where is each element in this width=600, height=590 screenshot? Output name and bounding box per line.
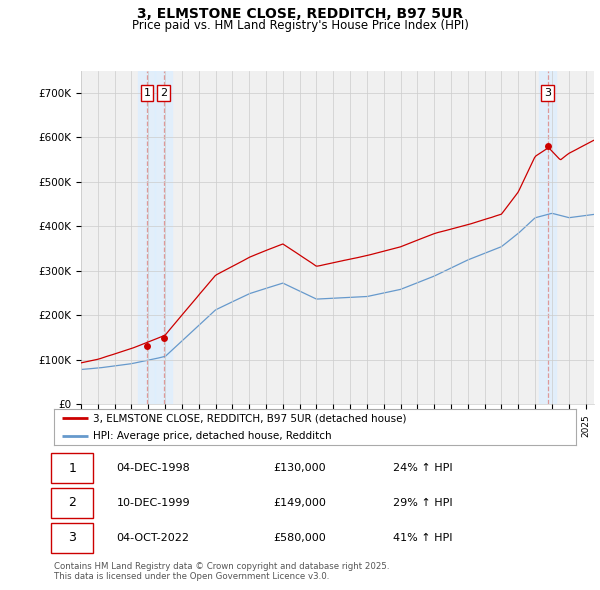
Text: 29% ↑ HPI: 29% ↑ HPI [394, 498, 453, 508]
Bar [539, 71, 556, 404]
Text: 1: 1 [68, 461, 76, 474]
FancyBboxPatch shape [52, 523, 93, 553]
Text: 1: 1 [143, 88, 151, 98]
Text: 3: 3 [68, 532, 76, 545]
Text: £149,000: £149,000 [273, 498, 326, 508]
Text: 04-DEC-1998: 04-DEC-1998 [116, 463, 190, 473]
Text: Price paid vs. HM Land Registry's House Price Index (HPI): Price paid vs. HM Land Registry's House … [131, 19, 469, 32]
Bar [155, 71, 172, 404]
Text: 04-OCT-2022: 04-OCT-2022 [116, 533, 190, 543]
Text: 2: 2 [68, 496, 76, 510]
FancyBboxPatch shape [52, 453, 93, 483]
Text: 3: 3 [544, 88, 551, 98]
Text: 2: 2 [160, 88, 167, 98]
Text: 3, ELMSTONE CLOSE, REDDITCH, B97 5UR: 3, ELMSTONE CLOSE, REDDITCH, B97 5UR [137, 7, 463, 21]
Text: Contains HM Land Registry data © Crown copyright and database right 2025.: Contains HM Land Registry data © Crown c… [54, 562, 389, 571]
Text: 3, ELMSTONE CLOSE, REDDITCH, B97 5UR (detached house): 3, ELMSTONE CLOSE, REDDITCH, B97 5UR (de… [93, 413, 407, 423]
Text: 10-DEC-1999: 10-DEC-1999 [116, 498, 190, 508]
Text: HPI: Average price, detached house, Redditch: HPI: Average price, detached house, Redd… [93, 431, 332, 441]
Text: 41% ↑ HPI: 41% ↑ HPI [394, 533, 453, 543]
FancyBboxPatch shape [52, 488, 93, 518]
Text: £580,000: £580,000 [273, 533, 326, 543]
Text: £130,000: £130,000 [273, 463, 326, 473]
Text: 24% ↑ HPI: 24% ↑ HPI [394, 463, 453, 473]
Text: This data is licensed under the Open Government Licence v3.0.: This data is licensed under the Open Gov… [54, 572, 329, 581]
Bar [139, 71, 155, 404]
